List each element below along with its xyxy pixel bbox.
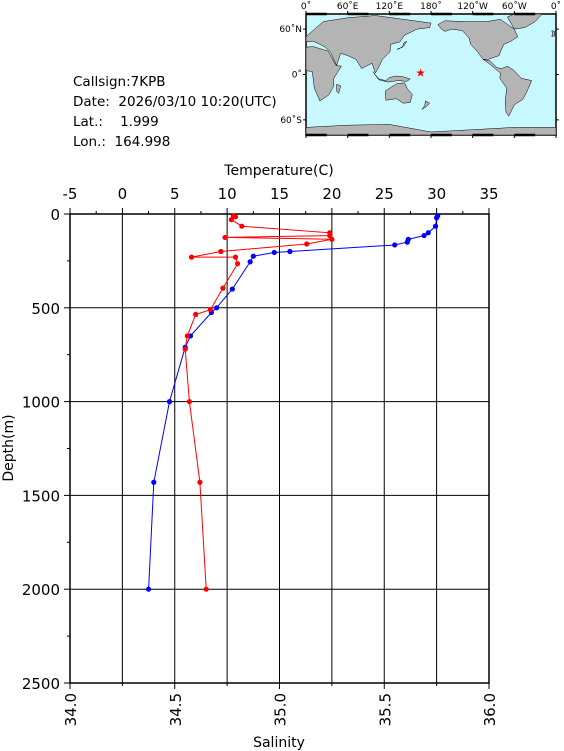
salinity-point [186, 399, 193, 405]
map-lon-label: 0˚ [301, 1, 311, 12]
temperature-point [214, 305, 220, 311]
salinity-point [232, 214, 239, 220]
temperature-point [421, 232, 427, 239]
salinity-point [188, 254, 195, 260]
depth-tick-label: 1000 [22, 394, 60, 412]
salinity-tick-label: 36.0 [481, 693, 499, 726]
map-lat-label: 0˚ [292, 70, 302, 81]
salinity-tick-label: 35.5 [376, 693, 394, 726]
map-lon-label: 60˚E [337, 1, 359, 12]
temperature-tick-label: 30 [427, 185, 446, 203]
salinity-tick-label: 35.0 [272, 693, 290, 726]
latitude-label: Lat.: 1.999 [73, 114, 159, 130]
landmass [305, 15, 432, 74]
temperature-line [148, 215, 439, 590]
chart-ticks: -5 0 5 10 15 20 25 30 350500100015002000250034.0… [22, 185, 499, 726]
salinity-tick-label: 34.5 [167, 693, 185, 726]
temperature-tick-label: 5 [170, 185, 180, 203]
salinity-point [182, 346, 188, 352]
salinity-point [184, 333, 190, 339]
landmass [437, 19, 519, 60]
temperature-point [166, 399, 173, 405]
landmass [384, 82, 413, 104]
depth-tick-label: 0 [50, 206, 60, 224]
map-labels: 0˚ 60˚E 120˚E 180˚ 120˚W 60˚W 0˚ 60˚N 0˚ 60˚S [279, 1, 561, 126]
callsign-label: Callsign:7KPB [73, 74, 166, 90]
landmass [305, 46, 342, 102]
bottom-axis-title: Salinity [253, 735, 305, 751]
temperature-point [434, 215, 440, 221]
salinity-point [193, 311, 199, 317]
temperature-point [425, 230, 431, 236]
longitude-label: Lon.: 164.998 [73, 134, 171, 150]
station-star-icon [416, 68, 425, 77]
station-marker [416, 68, 425, 77]
map-lat-label: 60˚N [279, 24, 302, 35]
temperature-tick-label: 15 [270, 185, 289, 203]
temperature-point [250, 253, 256, 259]
salinity-point [203, 586, 209, 592]
landmass [507, 13, 543, 30]
map-lon-label: 60˚W [502, 1, 527, 12]
salinity-point [304, 241, 310, 247]
salinity-point [228, 217, 234, 223]
map-lat-label: 60˚S [280, 115, 302, 126]
landmass [482, 59, 533, 117]
world-map: 0˚ 60˚E 120˚E 180˚ 120˚W 60˚W 0˚ 60˚N 0˚ 60˚S [279, 1, 561, 138]
station-info: Callsign:7KPB Date: 2026/03/10 10:20(UTC… [73, 72, 277, 152]
salinity-point [207, 307, 213, 313]
temperature-point [287, 248, 293, 255]
salinity-tick-label: 34.0 [62, 693, 80, 726]
salinity-point [197, 479, 203, 485]
temperature-tick-label: 20 [322, 185, 341, 203]
salinity-point [235, 261, 241, 267]
temperature-tick-label: 35 [479, 185, 498, 203]
salinity-point [220, 285, 226, 291]
salinity-point [222, 234, 228, 241]
temperature-point [271, 249, 277, 256]
temperature-tick-label: 10 [218, 185, 237, 203]
landmass [551, 30, 555, 38]
salinity-point [239, 223, 245, 229]
depth-tick-label: 1500 [22, 487, 60, 505]
chart-series [145, 213, 441, 592]
y-axis-title: Depth(m) [1, 414, 17, 481]
map-lon-label: 120˚W [457, 1, 488, 12]
date-label: Date: 2026/03/10 10:20(UTC) [73, 94, 277, 110]
top-axis-title: Temperature(C) [223, 163, 333, 179]
map-land [305, 13, 557, 136]
salinity-point [218, 248, 224, 255]
map-lon-label: 120˚E [376, 1, 404, 12]
temperature-point [151, 479, 157, 485]
salinity-point [329, 236, 335, 242]
map-ticks [303, 11, 559, 138]
landmass [396, 40, 408, 50]
salinity-point [232, 254, 239, 260]
depth-tick-label: 2000 [22, 581, 60, 599]
depth-tick-label: 2500 [22, 675, 60, 693]
salinity-line [184, 215, 332, 590]
temperature-tick-label: 0 [118, 185, 128, 203]
chart-grid [69, 213, 490, 684]
temperature-point [145, 586, 152, 592]
temperature-point [229, 286, 235, 292]
landmass [372, 71, 411, 83]
landmass [421, 100, 431, 110]
temperature-tick-label: -5 [63, 185, 78, 203]
map-lon-label: 180˚ [420, 1, 442, 12]
temperature-point [432, 223, 439, 229]
map-lon-label: 0˚ [551, 1, 561, 12]
temperature-point [392, 242, 398, 248]
depth-tick-label: 500 [31, 300, 60, 318]
temperature-point [404, 239, 410, 245]
landmass [336, 83, 342, 94]
temperature-point [247, 259, 253, 265]
temperature-tick-label: 25 [375, 185, 394, 203]
